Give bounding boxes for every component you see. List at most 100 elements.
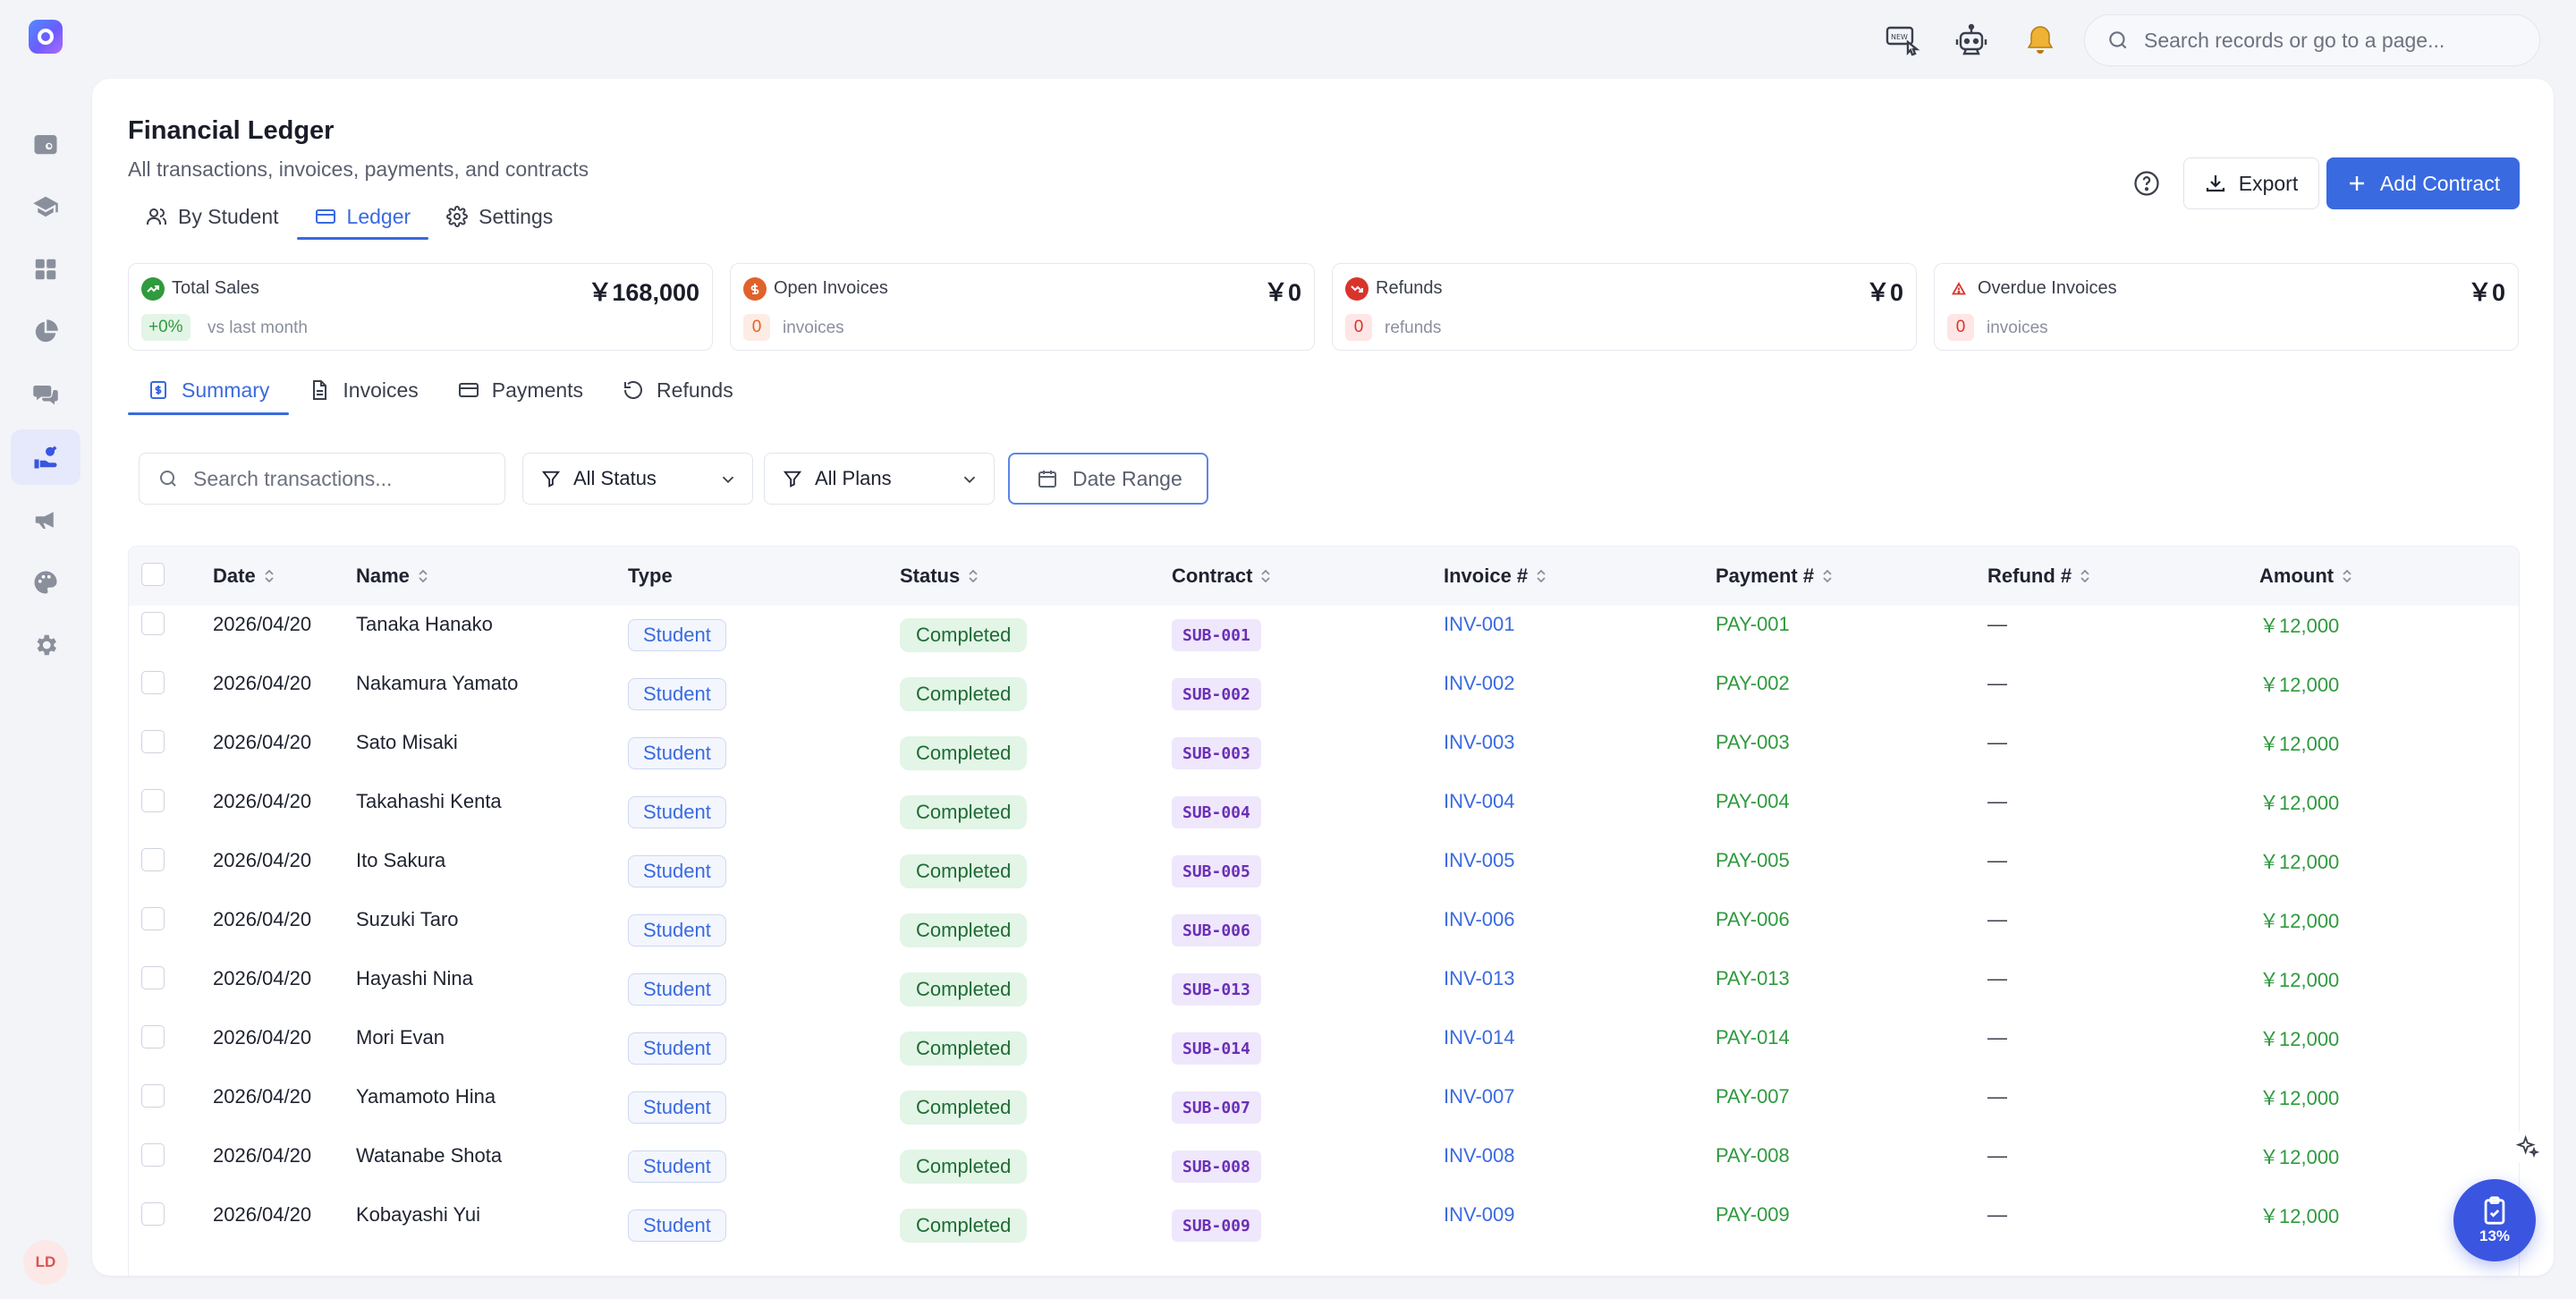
tab-ledger[interactable]: Ledger bbox=[296, 193, 429, 240]
ai-assist-button[interactable] bbox=[2510, 1129, 2546, 1165]
invoice-link[interactable]: INV-004 bbox=[1444, 790, 1515, 812]
column-header-invoice[interactable]: Invoice # bbox=[1444, 547, 1547, 606]
column-header-contract[interactable]: Contract bbox=[1172, 547, 1272, 606]
row-checkbox[interactable] bbox=[141, 966, 165, 989]
column-header-date[interactable]: Date bbox=[213, 547, 275, 606]
payment-link[interactable]: PAY-013 bbox=[1716, 967, 1790, 989]
table-row[interactable]: 2026/04/20 Tanaka Hanako Student Completed S… bbox=[129, 606, 2519, 665]
status-filter[interactable]: All Status bbox=[522, 453, 753, 505]
assistant-button[interactable] bbox=[1951, 20, 1992, 61]
invoice-link[interactable]: INV-002 bbox=[1444, 672, 1515, 694]
tab-payments[interactable]: Payments bbox=[438, 365, 603, 415]
type-badge: Student bbox=[628, 914, 726, 947]
invoice-link[interactable]: INV-013 bbox=[1444, 967, 1515, 989]
tab-summary[interactable]: Summary bbox=[128, 365, 290, 415]
table-row[interactable]: 2026/04/20 Hayashi Nina Student Completed SU… bbox=[129, 960, 2519, 1019]
row-checkbox[interactable] bbox=[141, 1025, 165, 1049]
onboarding-progress-button[interactable]: 13% bbox=[2453, 1179, 2536, 1261]
table-row[interactable]: 2026/04/20 Takahashi Kenta Student Complete… bbox=[129, 783, 2519, 842]
name-cell: Nakamura Yamato bbox=[356, 672, 519, 694]
table-row[interactable]: 2026/04/20 Kobayashi Yui Student Completed S… bbox=[129, 1196, 2519, 1255]
global-search-input[interactable] bbox=[2144, 28, 2520, 53]
row-checkbox[interactable] bbox=[141, 1084, 165, 1108]
sidebar-item-schedule[interactable] bbox=[11, 116, 80, 172]
table-row[interactable]: 2026/04/20 Mori Evan Student Completed SUB-0… bbox=[129, 1019, 2519, 1078]
column-header-refund[interactable]: Refund # bbox=[1987, 547, 2091, 606]
sidebar-item-appearance[interactable] bbox=[11, 555, 80, 610]
notifications-button[interactable] bbox=[2020, 20, 2061, 61]
status-filter-value: All Status bbox=[573, 467, 657, 489]
sidebar-item-reports[interactable] bbox=[11, 304, 80, 360]
tab-label: Refunds bbox=[657, 378, 733, 402]
row-checkbox[interactable] bbox=[141, 1143, 165, 1167]
refund-cell: — bbox=[1987, 908, 2007, 930]
payment-link[interactable]: PAY-009 bbox=[1716, 1203, 1790, 1226]
sort-icon bbox=[2080, 569, 2089, 583]
invoice-link[interactable]: INV-001 bbox=[1444, 613, 1515, 635]
row-checkbox[interactable] bbox=[141, 1202, 165, 1226]
invoice-link[interactable]: INV-007 bbox=[1444, 1085, 1515, 1108]
undo-icon bbox=[624, 381, 642, 399]
tab-invoices[interactable]: Invoices bbox=[289, 365, 437, 415]
invoice-link[interactable]: INV-014 bbox=[1444, 1026, 1515, 1049]
column-header-payment[interactable]: Payment # bbox=[1716, 547, 1834, 606]
table-row[interactable]: 2026/04/20 Yamamoto Hina Student Completed S… bbox=[129, 1078, 2519, 1137]
sidebar-item-finance[interactable] bbox=[11, 429, 80, 485]
sidebar-item-marketing[interactable] bbox=[11, 492, 80, 548]
export-button[interactable]: Export bbox=[2183, 157, 2319, 209]
table-row[interactable]: 2026/04/20 Suzuki Taro Student Completed SUB… bbox=[129, 901, 2519, 960]
search-icon bbox=[2109, 31, 2127, 49]
table-row[interactable]: 2026/04/20 Watanabe Shota Student Completed… bbox=[129, 1137, 2519, 1196]
payment-link[interactable]: PAY-001 bbox=[1716, 613, 1790, 635]
payment-link[interactable]: PAY-003 bbox=[1716, 731, 1790, 753]
payment-link[interactable]: PAY-007 bbox=[1716, 1085, 1790, 1108]
invoice-link[interactable]: INV-003 bbox=[1444, 731, 1515, 753]
row-checkbox[interactable] bbox=[141, 789, 165, 812]
table-row[interactable]: 2026/04/20 Nakamura Yamato Student Complete… bbox=[129, 665, 2519, 724]
help-icon[interactable] bbox=[2133, 170, 2160, 197]
row-checkbox[interactable] bbox=[141, 671, 165, 694]
tab-by-student[interactable]: By Student bbox=[128, 193, 297, 240]
date-range-label: Date Range bbox=[1072, 466, 1182, 490]
row-checkbox[interactable] bbox=[141, 907, 165, 930]
trend-up-icon bbox=[141, 277, 165, 301]
sidebar-item-settings[interactable] bbox=[11, 617, 80, 673]
payment-link[interactable]: PAY-014 bbox=[1716, 1026, 1790, 1049]
row-checkbox[interactable] bbox=[141, 848, 165, 871]
users-icon bbox=[147, 208, 166, 225]
row-checkbox[interactable] bbox=[141, 612, 165, 635]
sidebar-item-messages[interactable] bbox=[11, 367, 80, 422]
payment-link[interactable]: PAY-005 bbox=[1716, 849, 1790, 871]
date-cell: 2026/04/20 bbox=[213, 967, 312, 989]
payment-link[interactable]: PAY-006 bbox=[1716, 908, 1790, 930]
tab-settings[interactable]: Settings bbox=[428, 193, 571, 240]
whats-new-button[interactable]: NEW bbox=[1882, 20, 1923, 61]
payment-link[interactable]: PAY-004 bbox=[1716, 790, 1790, 812]
sidebar-item-dashboard[interactable] bbox=[11, 242, 80, 297]
transaction-search[interactable] bbox=[139, 453, 505, 505]
stat-value: ￥0 bbox=[2467, 279, 2505, 306]
invoice-link[interactable]: INV-008 bbox=[1444, 1144, 1515, 1167]
plans-filter[interactable]: All Plans bbox=[764, 453, 995, 505]
invoice-link[interactable]: INV-005 bbox=[1444, 849, 1515, 871]
app-logo[interactable] bbox=[29, 20, 63, 54]
avatar[interactable]: LD bbox=[23, 1240, 68, 1285]
invoice-link[interactable]: INV-009 bbox=[1444, 1203, 1515, 1226]
select-all-checkbox[interactable] bbox=[141, 563, 165, 586]
column-header-amount[interactable]: Amount bbox=[2259, 547, 2353, 606]
add-contract-button[interactable]: Add Contract bbox=[2326, 157, 2520, 209]
column-header-status[interactable]: Status bbox=[900, 547, 979, 606]
column-header-name[interactable]: Name bbox=[356, 547, 429, 606]
payment-link[interactable]: PAY-008 bbox=[1716, 1144, 1790, 1167]
table-row[interactable]: 2026/04/20 Sato Misaki Student Completed SUB… bbox=[129, 724, 2519, 783]
transaction-search-input[interactable] bbox=[193, 466, 497, 491]
refund-cell: — bbox=[1987, 1203, 2007, 1226]
row-checkbox[interactable] bbox=[141, 730, 165, 753]
sidebar-item-courses[interactable] bbox=[11, 179, 80, 234]
tab-refunds[interactable]: Refunds bbox=[603, 365, 753, 415]
invoice-link[interactable]: INV-006 bbox=[1444, 908, 1515, 930]
payment-link[interactable]: PAY-002 bbox=[1716, 672, 1790, 694]
table-row[interactable]: 2026/04/20 Ito Sakura Student Completed SUB-… bbox=[129, 842, 2519, 901]
global-search[interactable] bbox=[2084, 14, 2540, 66]
date-range-button[interactable]: Date Range bbox=[1008, 453, 1208, 505]
